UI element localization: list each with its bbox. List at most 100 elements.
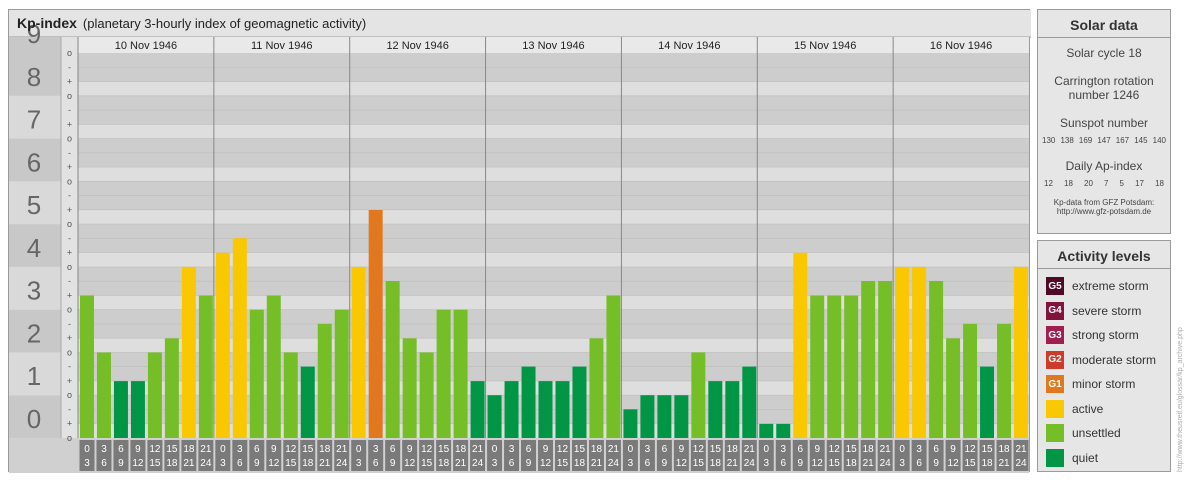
kp-bar [844, 295, 859, 438]
interval-end-label: 6 [780, 458, 786, 469]
minor-tick-label: o [67, 134, 72, 144]
interval-cell [656, 440, 672, 471]
sunspot-value: 147 [1097, 136, 1111, 145]
interval-cell [911, 440, 927, 471]
kp-bar [538, 381, 553, 438]
minor-tick-label: - [68, 105, 71, 115]
kp-bar [589, 338, 604, 438]
kp-bar [929, 281, 944, 438]
interval-cell [504, 440, 520, 471]
interval-cell [96, 440, 112, 471]
legend-label: severe storm [1072, 303, 1142, 318]
kp-bar [80, 295, 94, 438]
interval-end-label: 15 [829, 458, 841, 469]
y-tick-label: 7 [27, 105, 41, 135]
interval-start-label: 3 [645, 444, 651, 455]
day-label: 15 Nov 1946 [794, 40, 856, 52]
minor-tick-label: o [67, 433, 72, 443]
minor-tick-label: + [67, 248, 72, 258]
kp-bar [878, 281, 893, 438]
interval-cell [487, 440, 503, 471]
kp-bar [198, 295, 213, 438]
legend-swatch [1046, 424, 1064, 443]
interval-end-label: 9 [662, 458, 668, 469]
kp-bar [385, 281, 400, 438]
interval-cell [979, 440, 995, 471]
kp-bar [283, 352, 298, 438]
interval-cell [843, 440, 859, 471]
kp-bar [776, 423, 791, 438]
interval-start-label: 9 [271, 444, 277, 455]
kp-bar [691, 352, 706, 438]
minor-tick-label: + [67, 119, 72, 129]
interval-end-label: 9 [526, 458, 532, 469]
legend-item: G2 moderate storm [1046, 348, 1170, 373]
interval-end-label: 9 [254, 458, 260, 469]
minor-tick-label: + [67, 333, 72, 343]
interval-end-label: 18 [574, 458, 586, 469]
interval-cell [724, 440, 740, 471]
interval-cell [962, 440, 978, 471]
minor-tick-label: - [68, 148, 71, 158]
plot-band-light [78, 380, 1029, 396]
interval-start-label: 12 [285, 444, 297, 455]
minor-tick-label: - [68, 62, 71, 72]
bottom-left-block [9, 438, 78, 473]
interval-end-label: 24 [880, 458, 892, 469]
kp-bar [266, 295, 281, 438]
interval-start-label: 18 [183, 444, 195, 455]
legend-item: quiet [1046, 446, 1170, 471]
interval-cell [928, 440, 944, 471]
interval-cell [79, 440, 95, 471]
interval-end-label: 6 [916, 458, 922, 469]
interval-start-label: 6 [390, 444, 396, 455]
y-tick-label: 9 [27, 19, 41, 49]
interval-start-label: 0 [763, 444, 769, 455]
chart-subtitle: (planetary 3-hourly index of geomagnetic… [82, 16, 367, 31]
interval-start-label: 6 [254, 444, 260, 455]
kp-bar [453, 309, 468, 438]
interval-start-label: 6 [526, 444, 532, 455]
interval-start-label: 18 [998, 444, 1010, 455]
chart-title: Kp-index (planetary 3-hourly index of geo… [17, 15, 366, 31]
interval-start-label: 9 [135, 444, 141, 455]
activity-levels-panel: Activity levels G5 extreme storm G4 severe … [1037, 240, 1171, 472]
plot-band-light [78, 423, 1029, 438]
kp-bar [861, 281, 876, 438]
interval-start-label: 0 [628, 444, 634, 455]
legend-swatch: G3 [1046, 326, 1064, 345]
interval-end-label: 9 [933, 458, 939, 469]
y-band [9, 224, 61, 267]
minor-tick-label: + [67, 290, 72, 300]
interval-start-label: 9 [679, 444, 685, 455]
interval-cell [707, 440, 723, 471]
interval-start-label: 18 [591, 444, 603, 455]
interval-cell [555, 440, 570, 471]
interval-end-label: 6 [509, 458, 515, 469]
interval-start-label: 3 [237, 444, 243, 455]
interval-start-label: 21 [608, 444, 620, 455]
interval-cell [283, 440, 299, 471]
data-source-link[interactable]: http://www.gfz-potsdam.de [1056, 207, 1152, 216]
interval-cell [792, 440, 808, 471]
legend-item: unsettled [1046, 421, 1170, 446]
credit-url: http://www.theusreif.eu/glossar/kp_archi… [1177, 327, 1184, 472]
interval-end-label: 6 [101, 458, 107, 469]
sunspot-value: 138 [1060, 136, 1074, 145]
legend-label: active [1072, 401, 1104, 416]
kp-bar [810, 295, 825, 438]
interval-end-label: 24 [200, 458, 212, 469]
legend-swatch: G1 [1046, 375, 1064, 394]
day-label: 10 Nov 1946 [115, 40, 177, 52]
interval-start-label: 21 [472, 444, 484, 455]
minor-tick-label: - [68, 362, 71, 372]
interval-end-label: 12 [676, 458, 688, 469]
minor-tick-label: o [67, 305, 72, 315]
y-tick-label: 1 [27, 361, 41, 391]
interval-start-label: 12 [557, 444, 569, 455]
interval-end-label: 21 [183, 458, 195, 469]
interval-end-label: 6 [645, 458, 651, 469]
carrington-rotation-label: Carrington rotation [1054, 74, 1154, 88]
y-tick-label: 2 [27, 318, 41, 348]
kp-bar [181, 266, 196, 438]
